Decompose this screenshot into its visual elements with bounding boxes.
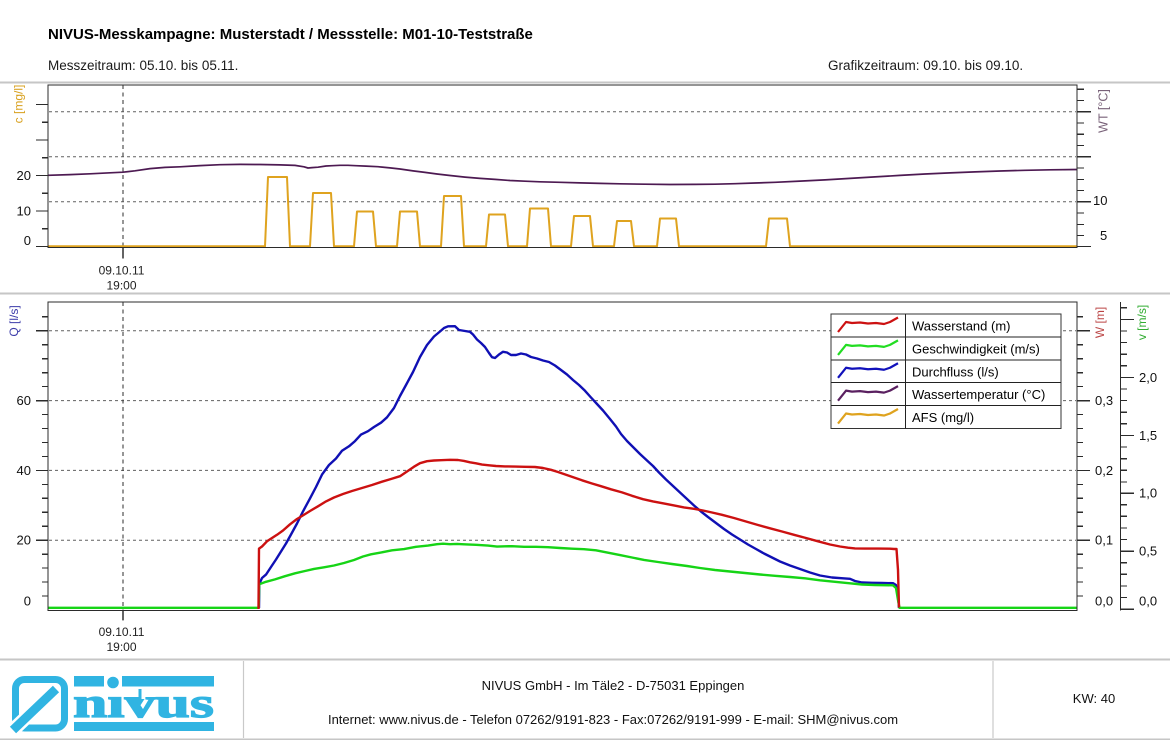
svg-text:Durchfluss (l/s): Durchfluss (l/s) [912,364,999,379]
svg-text:0,2: 0,2 [1095,463,1113,478]
svg-text:Messzeitraum: 05.10. bis 05.11: Messzeitraum: 05.10. bis 05.11. [48,58,238,73]
svg-text:WT [°C]: WT [°C] [1097,89,1111,133]
svg-text:19:00: 19:00 [106,640,136,654]
svg-text:nıvus: nıvus [73,681,214,727]
svg-text:Grafikzeitraum: 09.10. bis 09.: Grafikzeitraum: 09.10. bis 09.10. [828,58,1023,73]
svg-text:0,0: 0,0 [1139,594,1157,609]
svg-text:10: 10 [17,204,31,219]
svg-text:Internet: www.nivus.de - Telef: Internet: www.nivus.de - Telefon 07262/9… [328,712,898,727]
svg-text:NIVUS GmbH - Im Täle2 - D-7503: NIVUS GmbH - Im Täle2 - D-75031 Eppingen [482,678,745,693]
svg-text:Q [l/s]: Q [l/s] [7,305,21,336]
svg-text:09.10.11: 09.10.11 [99,264,145,278]
svg-text:2,0: 2,0 [1139,370,1157,385]
svg-text:0: 0 [24,233,31,248]
svg-text:40: 40 [17,463,31,478]
svg-text:v [m/s]: v [m/s] [1135,305,1149,340]
svg-text:0,1: 0,1 [1095,533,1113,548]
svg-text:0,5: 0,5 [1139,544,1157,559]
svg-text:09.10.11: 09.10.11 [99,625,145,639]
svg-text:1,0: 1,0 [1139,486,1157,501]
svg-text:Geschwindigkeit (m/s): Geschwindigkeit (m/s) [912,341,1040,356]
svg-text:0: 0 [24,594,31,609]
svg-text:1,5: 1,5 [1139,428,1157,443]
svg-text:W [m]: W [m] [1093,307,1107,338]
svg-text:20: 20 [17,533,31,548]
svg-text:KW: 40: KW: 40 [1073,691,1115,706]
svg-text:NIVUS-Messkampagne: Musterstad: NIVUS-Messkampagne: Musterstadt / Messst… [48,26,533,43]
svg-text:Wasserstand (m): Wasserstand (m) [912,319,1010,334]
svg-text:60: 60 [17,393,31,408]
svg-text:0,3: 0,3 [1095,393,1113,408]
svg-text:c [mg/l]: c [mg/l] [12,85,26,124]
svg-text:5: 5 [1100,228,1107,243]
svg-text:19:00: 19:00 [106,279,136,293]
svg-text:Wassertemperatur (°C): Wassertemperatur (°C) [912,387,1045,402]
svg-text:AFS (mg/l): AFS (mg/l) [912,410,974,425]
svg-text:10: 10 [1093,193,1107,208]
svg-text:20: 20 [17,168,31,183]
svg-text:0,0: 0,0 [1095,594,1113,609]
